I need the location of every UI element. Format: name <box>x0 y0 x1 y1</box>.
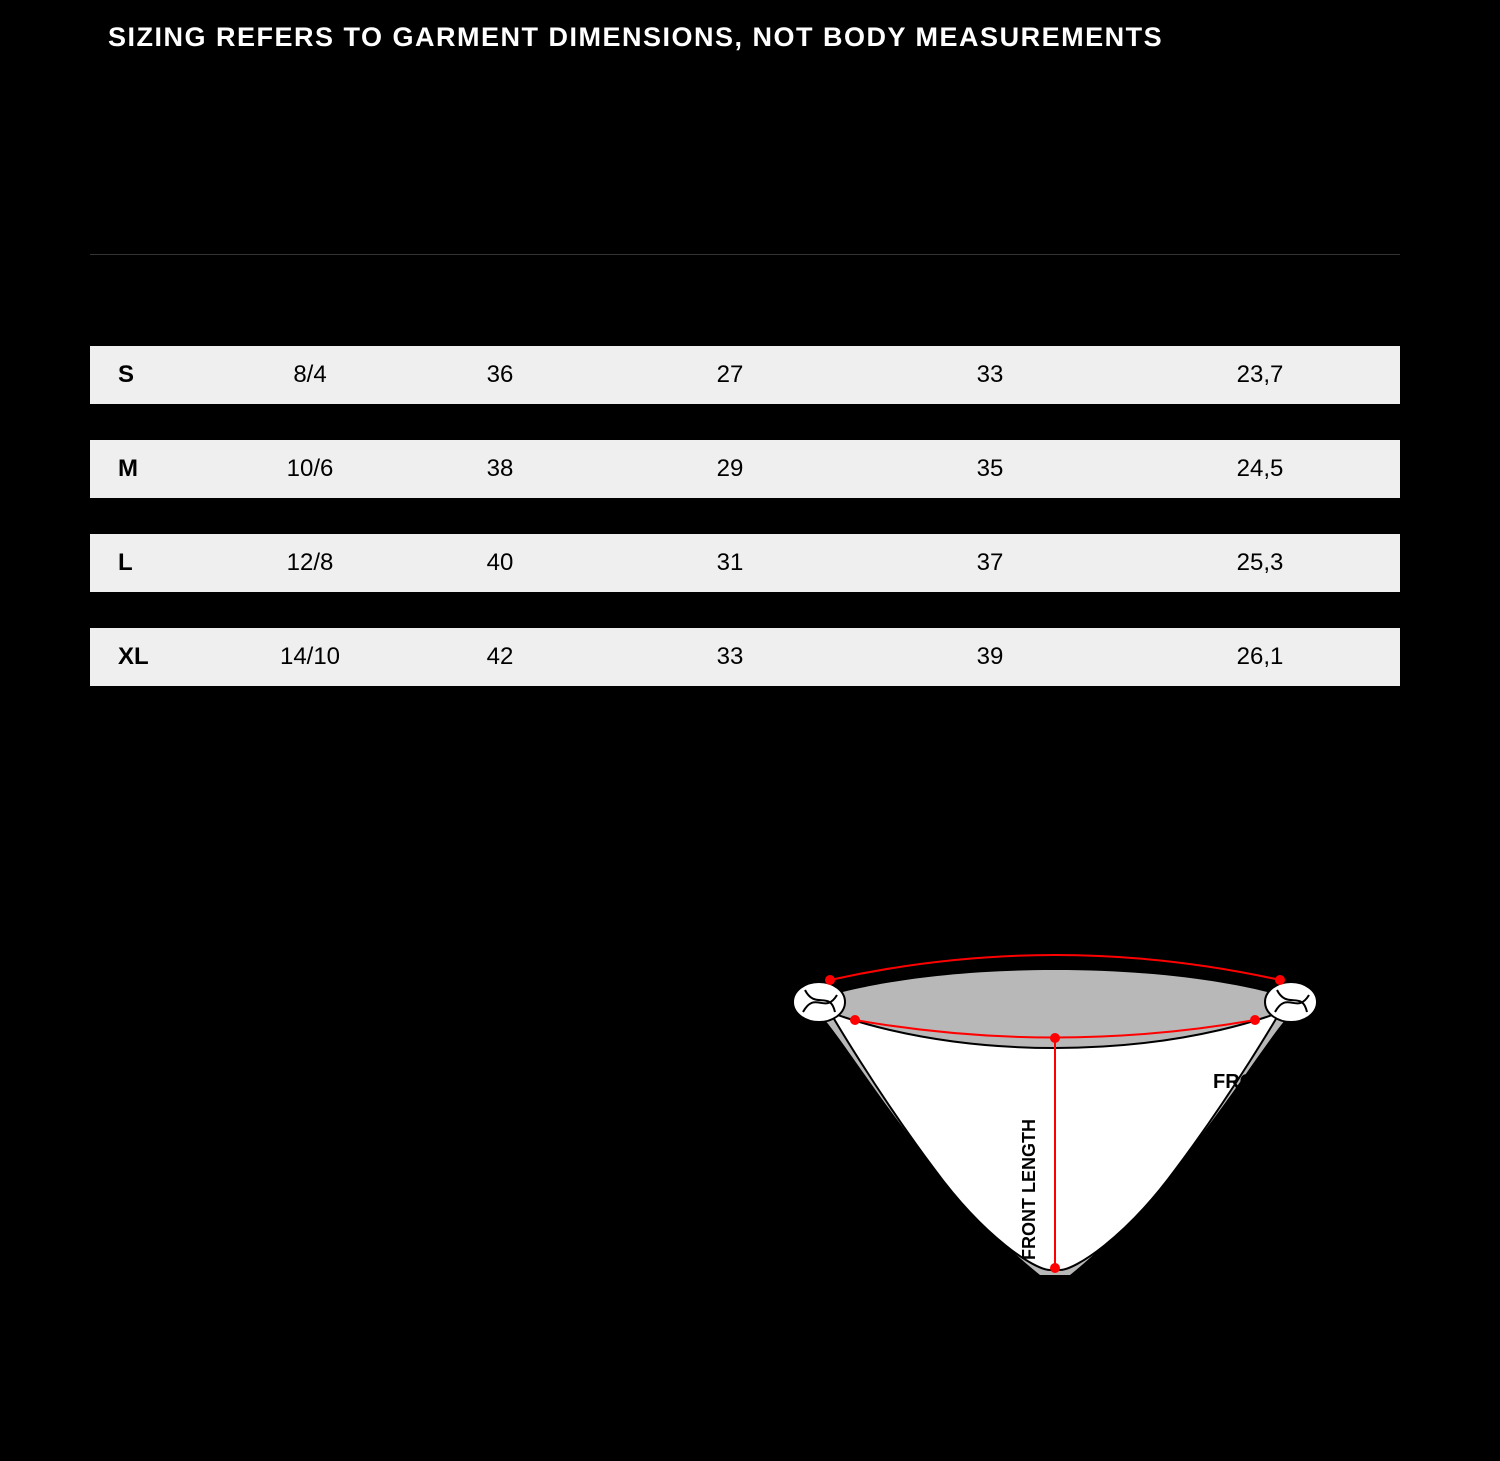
cell-a: 27 <box>600 361 860 389</box>
sizing-table: S 8/4 36 27 33 23,7 M 10/6 38 29 35 24,5… <box>90 346 1400 722</box>
cell-b: 39 <box>860 643 1120 671</box>
measure-dot <box>825 975 835 985</box>
cell-size: S <box>90 361 220 389</box>
clasp-right-icon <box>1265 982 1317 1022</box>
garment-diagram: FRONT LENGTH FRONT V <box>775 920 1335 1300</box>
cell-c: 24,5 <box>1120 455 1400 483</box>
cell-uk-us: 14/10 <box>220 643 400 671</box>
measure-dot <box>1250 1015 1260 1025</box>
measure-dot <box>1275 975 1285 985</box>
table-row: M 10/6 38 29 35 24,5 <box>90 440 1400 498</box>
page-title: SIZING REFERS TO GARMENT DIMENSIONS, NOT… <box>108 22 1163 53</box>
cell-uk-us: 8/4 <box>220 361 400 389</box>
divider <box>90 254 1400 255</box>
measure-dot <box>1050 1263 1060 1273</box>
front-waist-label: FRONT V <box>1213 1071 1301 1093</box>
cell-eu: 40 <box>400 549 600 577</box>
cell-eu: 36 <box>400 361 600 389</box>
cell-uk-us: 12/8 <box>220 549 400 577</box>
cell-eu: 42 <box>400 643 600 671</box>
table-row: XL 14/10 42 33 39 26,1 <box>90 628 1400 686</box>
table-row: S 8/4 36 27 33 23,7 <box>90 346 1400 404</box>
cell-size: L <box>90 549 220 577</box>
cell-uk-us: 10/6 <box>220 455 400 483</box>
front-length-label: FRONT LENGTH <box>1019 1119 1039 1260</box>
table-row: L 12/8 40 31 37 25,3 <box>90 534 1400 592</box>
cell-size: M <box>90 455 220 483</box>
cell-c: 23,7 <box>1120 361 1400 389</box>
clasp-left-icon <box>793 982 845 1022</box>
cell-a: 33 <box>600 643 860 671</box>
cell-size: XL <box>90 643 220 671</box>
cell-b: 37 <box>860 549 1120 577</box>
cell-b: 33 <box>860 361 1120 389</box>
measure-dot <box>1050 1033 1060 1043</box>
cell-eu: 38 <box>400 455 600 483</box>
cell-a: 29 <box>600 455 860 483</box>
cell-b: 35 <box>860 455 1120 483</box>
cell-a: 31 <box>600 549 860 577</box>
cell-c: 26,1 <box>1120 643 1400 671</box>
cell-c: 25,3 <box>1120 549 1400 577</box>
measure-dot <box>850 1015 860 1025</box>
